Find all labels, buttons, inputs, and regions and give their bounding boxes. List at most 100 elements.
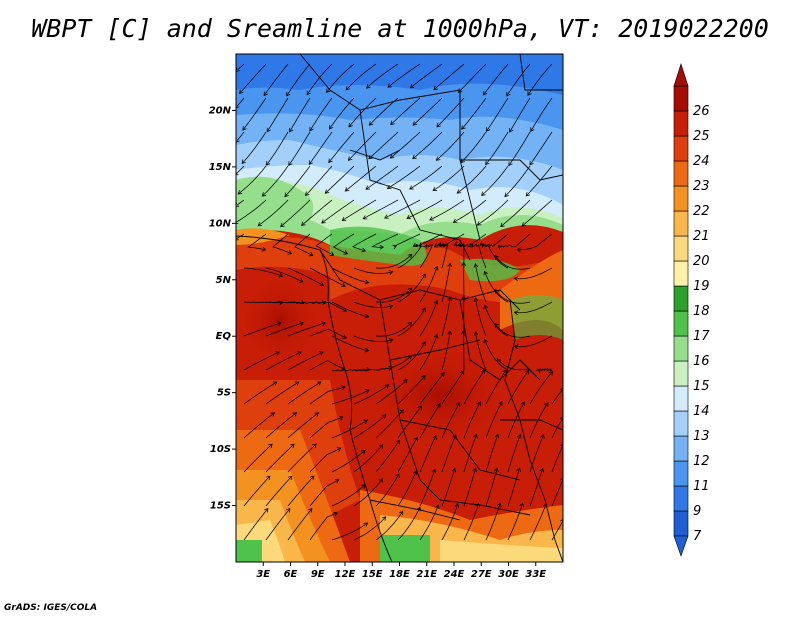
streamline xyxy=(243,351,280,371)
streamline xyxy=(551,479,563,507)
streamline xyxy=(365,165,399,190)
streamline-arrow xyxy=(433,333,439,339)
lon-tick-label: 21E xyxy=(416,569,437,580)
streamline-arrow xyxy=(381,414,387,419)
streamline-arrow xyxy=(312,443,317,449)
streamline-arrow xyxy=(328,124,334,130)
colorbar-swatch xyxy=(673,410,689,437)
streamline-arrow xyxy=(392,244,398,250)
streamline xyxy=(287,412,319,439)
streamline-arrow xyxy=(236,219,239,224)
streamline-arrow xyxy=(540,434,545,439)
streamline-arrow xyxy=(452,218,458,223)
streamline-arrow xyxy=(413,436,418,442)
colorbar-swatch xyxy=(673,185,689,212)
streamline xyxy=(507,370,530,405)
streamline xyxy=(413,233,443,248)
streamline-arrow xyxy=(407,354,413,360)
streamline xyxy=(272,233,292,255)
streamline-arrow xyxy=(516,247,521,253)
streamline xyxy=(328,131,355,163)
streamline-arrow xyxy=(423,244,428,249)
streamline xyxy=(265,508,291,541)
streamline xyxy=(481,165,509,196)
streamline xyxy=(537,368,553,372)
streamline-arrow xyxy=(496,358,502,363)
streamline xyxy=(509,97,531,133)
streamline xyxy=(497,358,531,372)
colorbar-swatch xyxy=(673,335,689,362)
streamline xyxy=(486,97,509,132)
streamline-arrow xyxy=(435,156,441,161)
streamline xyxy=(263,63,289,96)
streamline-arrow xyxy=(473,331,479,336)
streamline-arrow xyxy=(321,300,327,305)
streamline xyxy=(387,165,421,189)
streamline-arrow xyxy=(278,300,284,306)
colorbar-swatch xyxy=(673,510,689,537)
streamline-arrow xyxy=(412,242,418,247)
streamline-arrow xyxy=(345,85,351,91)
streamline-arrow xyxy=(520,401,525,407)
streamline xyxy=(375,473,400,507)
streamline-arrow xyxy=(433,299,439,305)
streamline-arrow xyxy=(494,323,499,328)
streamline xyxy=(494,255,531,270)
streamline-arrow xyxy=(236,67,240,72)
streamline-arrow xyxy=(388,270,394,275)
streamline-arrow xyxy=(277,321,282,326)
streamline xyxy=(243,381,278,405)
streamline-arrow xyxy=(461,125,466,130)
streamline xyxy=(243,508,269,541)
lat-tick-label: 5N xyxy=(216,275,232,286)
streamline-arrow xyxy=(407,253,413,259)
colorbar-swatch xyxy=(673,210,689,237)
streamline-arrow xyxy=(536,368,541,373)
streamline-arrow xyxy=(447,330,453,336)
streamline-arrow xyxy=(473,297,479,302)
streamline-arrow xyxy=(476,401,481,406)
streamline xyxy=(265,301,305,304)
streamline xyxy=(529,371,553,405)
streamline-arrow xyxy=(341,216,347,221)
streamline xyxy=(441,434,457,473)
streamline-arrow xyxy=(453,241,459,246)
streamline-arrow xyxy=(287,475,293,481)
streamline xyxy=(236,199,267,223)
streamline xyxy=(508,131,531,166)
streamline-arrow xyxy=(236,171,239,176)
streamline-arrow xyxy=(308,507,313,513)
colorbar-max-arrow xyxy=(673,63,689,87)
colorbar-label: 18 xyxy=(693,304,710,319)
lon-tick-label: 6E xyxy=(284,569,298,580)
streamline-arrow xyxy=(517,433,522,439)
streamline-arrow xyxy=(521,222,527,227)
streamline xyxy=(287,267,324,286)
streamline xyxy=(375,379,408,405)
streamline-arrow xyxy=(447,296,453,302)
streamline-arrow xyxy=(530,127,535,133)
streamline xyxy=(453,199,487,223)
streamline-arrow xyxy=(485,160,490,166)
streamline xyxy=(331,484,366,507)
streamline-arrow xyxy=(272,381,278,386)
streamline xyxy=(309,360,346,371)
colorbar-label: 19 xyxy=(693,279,710,294)
colorbar-label: 12 xyxy=(693,454,710,469)
streamline-arrow xyxy=(308,252,314,257)
streamline-arrow xyxy=(395,439,401,445)
colorbar-swatch xyxy=(673,485,689,512)
streamline-arrow xyxy=(242,126,247,131)
streamline xyxy=(485,467,498,507)
streamline-arrow xyxy=(399,409,405,414)
streamline-arrow xyxy=(513,310,519,316)
lat-tick-label: 10N xyxy=(209,218,232,229)
streamline-arrow xyxy=(309,126,314,132)
streamline-arrow xyxy=(476,221,482,226)
colorbar-swatch xyxy=(673,460,689,487)
streamline-arrow xyxy=(266,127,271,133)
streamline-arrow xyxy=(348,122,353,128)
streamline xyxy=(433,63,465,90)
streamline-arrow xyxy=(494,433,500,439)
